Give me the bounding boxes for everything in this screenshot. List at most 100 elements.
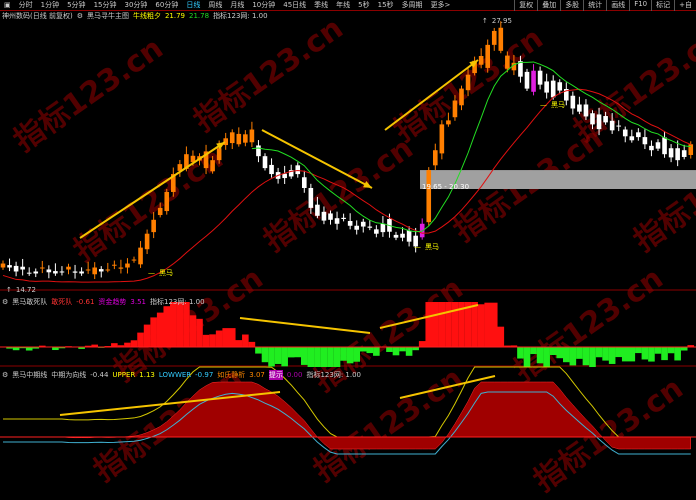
momentum-bar <box>275 347 282 364</box>
momentum-bar <box>478 304 485 347</box>
menu-icon[interactable]: ▣ <box>0 1 15 9</box>
candle-body <box>145 234 150 250</box>
candle-body <box>374 229 379 233</box>
candle-body <box>1 264 6 268</box>
period-tab[interactable]: 5秒 <box>354 0 373 10</box>
candle-body <box>603 116 608 122</box>
period-tab[interactable]: 更多> <box>427 0 455 10</box>
candle-body <box>99 269 104 271</box>
toolbar-button[interactable]: 统计 <box>583 0 606 11</box>
momentum-bar <box>439 302 446 347</box>
momentum-bar <box>360 347 367 351</box>
momentum-bar <box>242 335 249 347</box>
candle-body <box>335 218 340 224</box>
candle-body <box>394 235 399 238</box>
trend-arrow <box>385 60 478 130</box>
toolbar-button[interactable]: 叠加 <box>537 0 560 11</box>
period-tab[interactable]: 5分钟 <box>63 0 89 10</box>
line-label: 牛线粗夕 <box>133 11 161 21</box>
candle-body <box>79 271 84 273</box>
candle-body <box>263 156 268 168</box>
momentum-bar <box>301 347 308 365</box>
momentum-bar <box>308 347 315 367</box>
momentum-bar <box>543 347 550 367</box>
momentum-bar <box>249 342 256 347</box>
momentum-bar <box>596 347 603 357</box>
period-tab[interactable]: 年线 <box>332 0 354 10</box>
pane3-name[interactable]: 黑马中期线 <box>12 370 47 380</box>
candle-body <box>571 96 576 109</box>
chart-canvas[interactable] <box>0 0 696 462</box>
candle-body <box>132 260 137 261</box>
period-tab[interactable]: 多周期 <box>398 0 427 10</box>
trend-arrow <box>240 318 370 333</box>
indicator-name[interactable]: 黑马寻牛主图 <box>87 11 129 21</box>
toolbar-button[interactable]: 复权 <box>514 0 537 11</box>
period-tab[interactable]: 1分钟 <box>37 0 63 10</box>
momentum-bar <box>386 347 393 352</box>
candle-body <box>440 124 445 153</box>
momentum-bar <box>635 347 642 353</box>
period-tab[interactable]: 10分钟 <box>248 0 279 10</box>
candle-body <box>630 136 635 140</box>
momentum-bar <box>484 303 491 347</box>
momentum-bar <box>530 347 537 354</box>
pane2-name[interactable]: 黑马敢死队 <box>12 297 47 307</box>
pane2-label-2: 资金趋势 <box>98 297 126 307</box>
gear-icon[interactable]: ⚙ <box>77 12 83 20</box>
momentum-bar <box>432 302 439 347</box>
momentum-bar <box>137 333 144 347</box>
toolbar-button[interactable]: +自 <box>674 0 696 11</box>
pane3-value-2: 1.13 <box>139 371 155 379</box>
candle-body <box>610 121 615 131</box>
gear-icon[interactable]: ⚙ <box>2 298 8 306</box>
low-price-label: ↑14.72 <box>6 286 36 294</box>
period-tab[interactable]: 15分钟 <box>90 0 121 10</box>
candle-body <box>649 146 654 150</box>
momentum-bar <box>196 319 203 347</box>
candle-body <box>20 267 25 270</box>
period-tab[interactable]: 周线 <box>204 0 226 10</box>
momentum-bar <box>321 347 328 367</box>
period-tab[interactable]: 30分钟 <box>120 0 151 10</box>
momentum-bar <box>111 343 118 347</box>
candle-body <box>669 148 674 157</box>
candle-body <box>295 165 300 174</box>
candle-body <box>531 71 536 92</box>
candle-body <box>217 148 222 160</box>
period-tab[interactable]: 45日线 <box>279 0 310 10</box>
pane3-label-2: UPPER <box>112 371 135 379</box>
toolbar-button[interactable]: 标记 <box>651 0 674 11</box>
value-2: 21.78 <box>189 12 209 20</box>
momentum-bar <box>157 313 164 347</box>
toolbar-button[interactable]: 多股 <box>560 0 583 11</box>
period-tab[interactable]: 月线 <box>226 0 248 10</box>
momentum-bar <box>589 347 596 367</box>
candle-body <box>551 81 556 98</box>
candle-body <box>426 170 431 222</box>
period-tab[interactable]: 季线 <box>310 0 332 10</box>
momentum-bar <box>262 347 269 362</box>
candle-body <box>492 31 497 45</box>
candle-body <box>14 266 19 272</box>
momentum-bar <box>661 347 668 360</box>
candle-body <box>688 144 693 155</box>
toolbar-button[interactable]: 画线 <box>606 0 629 11</box>
momentum-bar <box>203 335 210 347</box>
candle-body <box>243 134 248 142</box>
candle-body <box>577 104 582 111</box>
pane3-label-5: 提示 <box>269 370 283 380</box>
period-tab[interactable]: 日线 <box>182 0 204 10</box>
candle-body <box>328 213 333 219</box>
candle-body <box>60 271 65 272</box>
period-tab[interactable]: 15秒 <box>374 0 398 10</box>
momentum-bar <box>583 347 590 365</box>
gear-icon[interactable]: ⚙ <box>2 371 8 379</box>
toolbar-button[interactable]: F10 <box>629 0 651 11</box>
main-info-line: 神州数码(日线 前复权) ⚙ 黑马寻牛主图 牛线粗夕 21.79 21.78 指… <box>2 11 268 21</box>
period-tab[interactable]: 分时 <box>15 0 37 10</box>
candle-body <box>315 205 320 216</box>
momentum-bar <box>550 347 557 355</box>
period-tab[interactable]: 60分钟 <box>151 0 182 10</box>
momentum-bar <box>353 347 360 362</box>
